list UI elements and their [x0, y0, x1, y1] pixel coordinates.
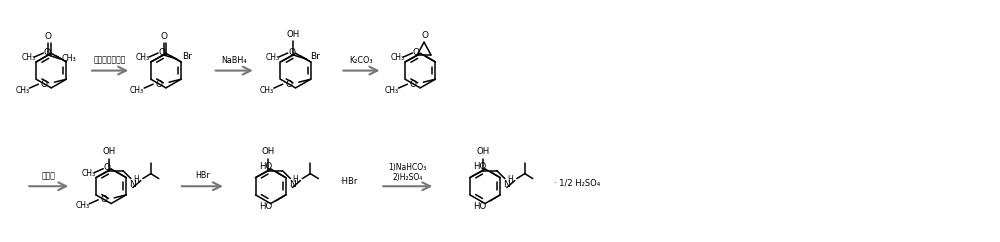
Text: · 1/2 H₂SO₄: · 1/2 H₂SO₄ [554, 179, 600, 188]
Text: HO: HO [259, 202, 272, 211]
Text: OH: OH [287, 30, 300, 39]
Text: HO: HO [259, 162, 272, 171]
Text: N: N [503, 180, 510, 189]
Text: CH₃: CH₃ [266, 53, 280, 62]
Text: CH₃: CH₃ [384, 86, 399, 95]
Text: N: N [129, 180, 136, 189]
Text: HO: HO [474, 202, 487, 211]
Text: CH₃: CH₃ [390, 53, 405, 62]
Text: CH₃: CH₃ [260, 86, 274, 95]
Text: 四丁基三溴化铵: 四丁基三溴化铵 [94, 56, 126, 65]
Text: O: O [159, 47, 166, 57]
Text: Br: Br [310, 53, 320, 61]
Text: CH₃: CH₃ [21, 53, 36, 62]
Text: O: O [101, 195, 108, 204]
Text: OH: OH [262, 147, 275, 156]
Text: 叔丁胺: 叔丁胺 [42, 171, 56, 180]
Text: HO: HO [474, 162, 487, 171]
Text: OH: OH [102, 147, 116, 156]
Text: NaBH₄: NaBH₄ [221, 56, 247, 65]
Text: Br: Br [182, 53, 192, 61]
Text: O: O [104, 163, 111, 172]
Text: CH₃: CH₃ [81, 169, 95, 178]
Text: O: O [422, 31, 429, 40]
Text: O: O [45, 32, 52, 41]
Text: H: H [507, 175, 513, 184]
Text: ·HBr: ·HBr [339, 177, 358, 186]
Text: H: H [293, 175, 298, 184]
Text: O: O [156, 80, 163, 89]
Text: O: O [410, 80, 417, 89]
Text: CH₃: CH₃ [15, 86, 30, 95]
Text: O: O [41, 80, 48, 89]
Text: K₂CO₃: K₂CO₃ [350, 56, 373, 65]
Text: O: O [285, 80, 292, 89]
Text: CH₃: CH₃ [130, 86, 144, 95]
Text: O: O [288, 47, 295, 57]
Text: O: O [44, 47, 51, 57]
Text: O: O [413, 47, 420, 57]
Text: OH: OH [476, 147, 490, 156]
Text: H: H [133, 175, 139, 184]
Text: HBr: HBr [195, 171, 210, 180]
Text: N: N [289, 180, 296, 189]
Text: CH₃: CH₃ [62, 54, 76, 63]
Text: 1)NaHCO₃
2)H₂SO₄: 1)NaHCO₃ 2)H₂SO₄ [389, 163, 427, 182]
Text: CH₃: CH₃ [136, 53, 150, 62]
Text: O: O [160, 32, 167, 41]
Text: CH₃: CH₃ [75, 201, 89, 210]
